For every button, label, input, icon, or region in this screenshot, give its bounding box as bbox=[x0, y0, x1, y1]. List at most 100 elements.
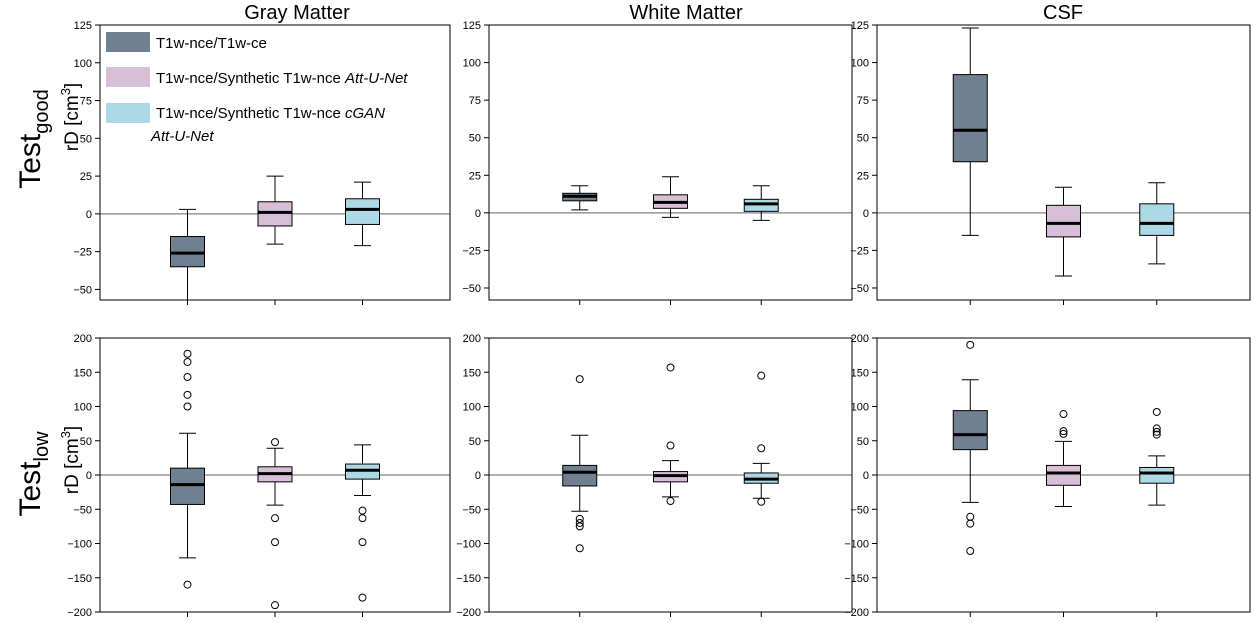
y-tick-label: 50 bbox=[857, 133, 869, 145]
outlier-point bbox=[1152, 407, 1161, 416]
outlier-point bbox=[1059, 429, 1068, 438]
outlier-point bbox=[575, 518, 584, 527]
y-tick-label: 50 bbox=[857, 436, 869, 448]
svg-text:Testgood: Testgood bbox=[14, 89, 53, 189]
axes-frame bbox=[99, 24, 451, 301]
y-tick-label: 75 bbox=[80, 96, 92, 108]
y-tick-label: 125 bbox=[851, 20, 869, 32]
outlier-point bbox=[183, 402, 192, 411]
y-tick-label: 0 bbox=[475, 470, 481, 482]
box bbox=[562, 464, 598, 487]
outlier-point bbox=[966, 547, 975, 556]
y-tick-label: 100 bbox=[74, 402, 92, 414]
y-tick-label: 200 bbox=[463, 333, 481, 345]
outlier-point bbox=[666, 441, 675, 450]
legend-swatch-att-u-net bbox=[106, 67, 150, 87]
legend-entry-att-u-net: T1w-nce/Synthetic T1w-nce Att-U-Net bbox=[156, 70, 408, 87]
legend-entry-cgan-att-u-net-line2: Att-U-Net bbox=[150, 128, 214, 145]
y-tick-label: 0 bbox=[86, 209, 92, 221]
legend-swatch-cgan-att-u-net bbox=[106, 103, 150, 123]
y-tick-label: −50 bbox=[462, 283, 481, 295]
y-tick-label: 50 bbox=[469, 133, 481, 145]
axes-frame bbox=[876, 337, 1251, 613]
column-title-gray-matter: Gray Matter bbox=[244, 2, 350, 24]
outlier-point bbox=[966, 340, 975, 349]
y-tick-label: 200 bbox=[851, 333, 869, 345]
y-tick-label: 100 bbox=[74, 58, 92, 70]
y-tick-label: 25 bbox=[469, 170, 481, 182]
y-tick-label: 0 bbox=[863, 208, 869, 220]
outlier-point bbox=[666, 497, 675, 506]
y-tick-label: 25 bbox=[80, 171, 92, 183]
y-tick-label: 125 bbox=[463, 20, 481, 32]
y-tick-label: −50 bbox=[462, 504, 481, 516]
legend-entry-t1w-ce: T1w-nce/T1w-ce bbox=[156, 35, 267, 52]
outlier-point bbox=[183, 373, 192, 382]
outlier-point bbox=[271, 538, 279, 547]
box bbox=[952, 410, 988, 451]
legend-text-italic: Att-U-Net bbox=[344, 70, 408, 87]
outlier-point bbox=[1152, 427, 1161, 436]
y-tick-label: 100 bbox=[851, 58, 869, 70]
legend-text: T1w-nce/T1w-ce bbox=[156, 35, 267, 52]
column-title-white-matter: White Matter bbox=[629, 2, 743, 24]
y-tick-label: 150 bbox=[851, 367, 869, 379]
y-tick-label: 125 bbox=[74, 20, 92, 32]
box bbox=[170, 236, 205, 268]
outlier-point bbox=[183, 357, 192, 366]
box bbox=[1046, 204, 1081, 238]
legend-text: T1w-nce/Synthetic T1w-nce bbox=[156, 70, 345, 87]
outlier-point bbox=[575, 375, 584, 384]
outlier-point bbox=[271, 601, 279, 610]
box bbox=[743, 198, 779, 212]
outlier-point bbox=[1059, 410, 1068, 419]
box bbox=[1139, 466, 1175, 484]
box bbox=[170, 467, 205, 505]
y-axis-label-sup: 3 bbox=[58, 431, 73, 438]
y-tick-label: 50 bbox=[80, 133, 92, 145]
y-tick-label: 150 bbox=[74, 367, 92, 379]
y-tick-label: −200 bbox=[844, 607, 869, 619]
outlier-point bbox=[1059, 427, 1068, 436]
y-axis-label-sup: 3 bbox=[58, 88, 73, 95]
y-axis-label-close: ] bbox=[62, 83, 83, 88]
y-axis-label-text: rD [cm bbox=[62, 95, 83, 151]
row-label-main: Test bbox=[14, 133, 47, 189]
outlier-point bbox=[966, 519, 975, 528]
y-tick-label: 50 bbox=[80, 436, 92, 448]
axes-frame bbox=[99, 337, 451, 613]
outlier-point bbox=[358, 593, 367, 602]
box-panel: −50 −25 0 25 50 75 100 125 bbox=[73, 20, 451, 305]
axes-frame bbox=[488, 24, 853, 301]
y-tick-label: 100 bbox=[463, 402, 481, 414]
legend-text-italic: cGAN bbox=[345, 105, 385, 122]
column-title-csf: CSF bbox=[1043, 2, 1083, 24]
y-tick-label: 50 bbox=[469, 436, 481, 448]
outlier-point bbox=[358, 514, 367, 523]
y-tick-label: −50 bbox=[850, 283, 869, 295]
row-label-sub: low bbox=[31, 431, 53, 462]
outlier-point bbox=[575, 522, 584, 531]
outlier-point bbox=[757, 444, 766, 453]
y-tick-label: 25 bbox=[857, 170, 869, 182]
outlier-point bbox=[358, 506, 367, 515]
box bbox=[345, 198, 380, 225]
legend-text: T1w-nce/Synthetic T1w-nce bbox=[156, 105, 345, 122]
box-panel: −50 −25 0 25 50 75 100 125 bbox=[462, 20, 853, 305]
box bbox=[257, 201, 293, 227]
y-tick-label: 0 bbox=[86, 470, 92, 482]
outlier-point bbox=[666, 363, 675, 372]
outlier-point bbox=[183, 349, 192, 358]
y-axis-label-close: ] bbox=[62, 426, 83, 431]
box-panel: −200 −150 −100 −50 0 50 100 150 200 bbox=[456, 333, 853, 619]
axes-frame bbox=[488, 337, 853, 613]
outlier-point bbox=[575, 514, 584, 523]
outlier-point bbox=[271, 438, 279, 447]
y-tick-label: −200 bbox=[456, 607, 481, 619]
y-tick-label: −50 bbox=[850, 504, 869, 516]
box-panel: −200 −150 −100 −50 0 50 100 150 200 bbox=[67, 333, 451, 619]
panels: −50−250255075100125−50−250255075100125−5… bbox=[67, 20, 1251, 619]
legend: T1w-nce/T1w-ce T1w-nce/Synthetic T1w-nce… bbox=[106, 32, 408, 145]
legend-entry-cgan-att-u-net: T1w-nce/Synthetic T1w-nce cGAN bbox=[156, 105, 385, 122]
outlier-point bbox=[757, 497, 766, 506]
